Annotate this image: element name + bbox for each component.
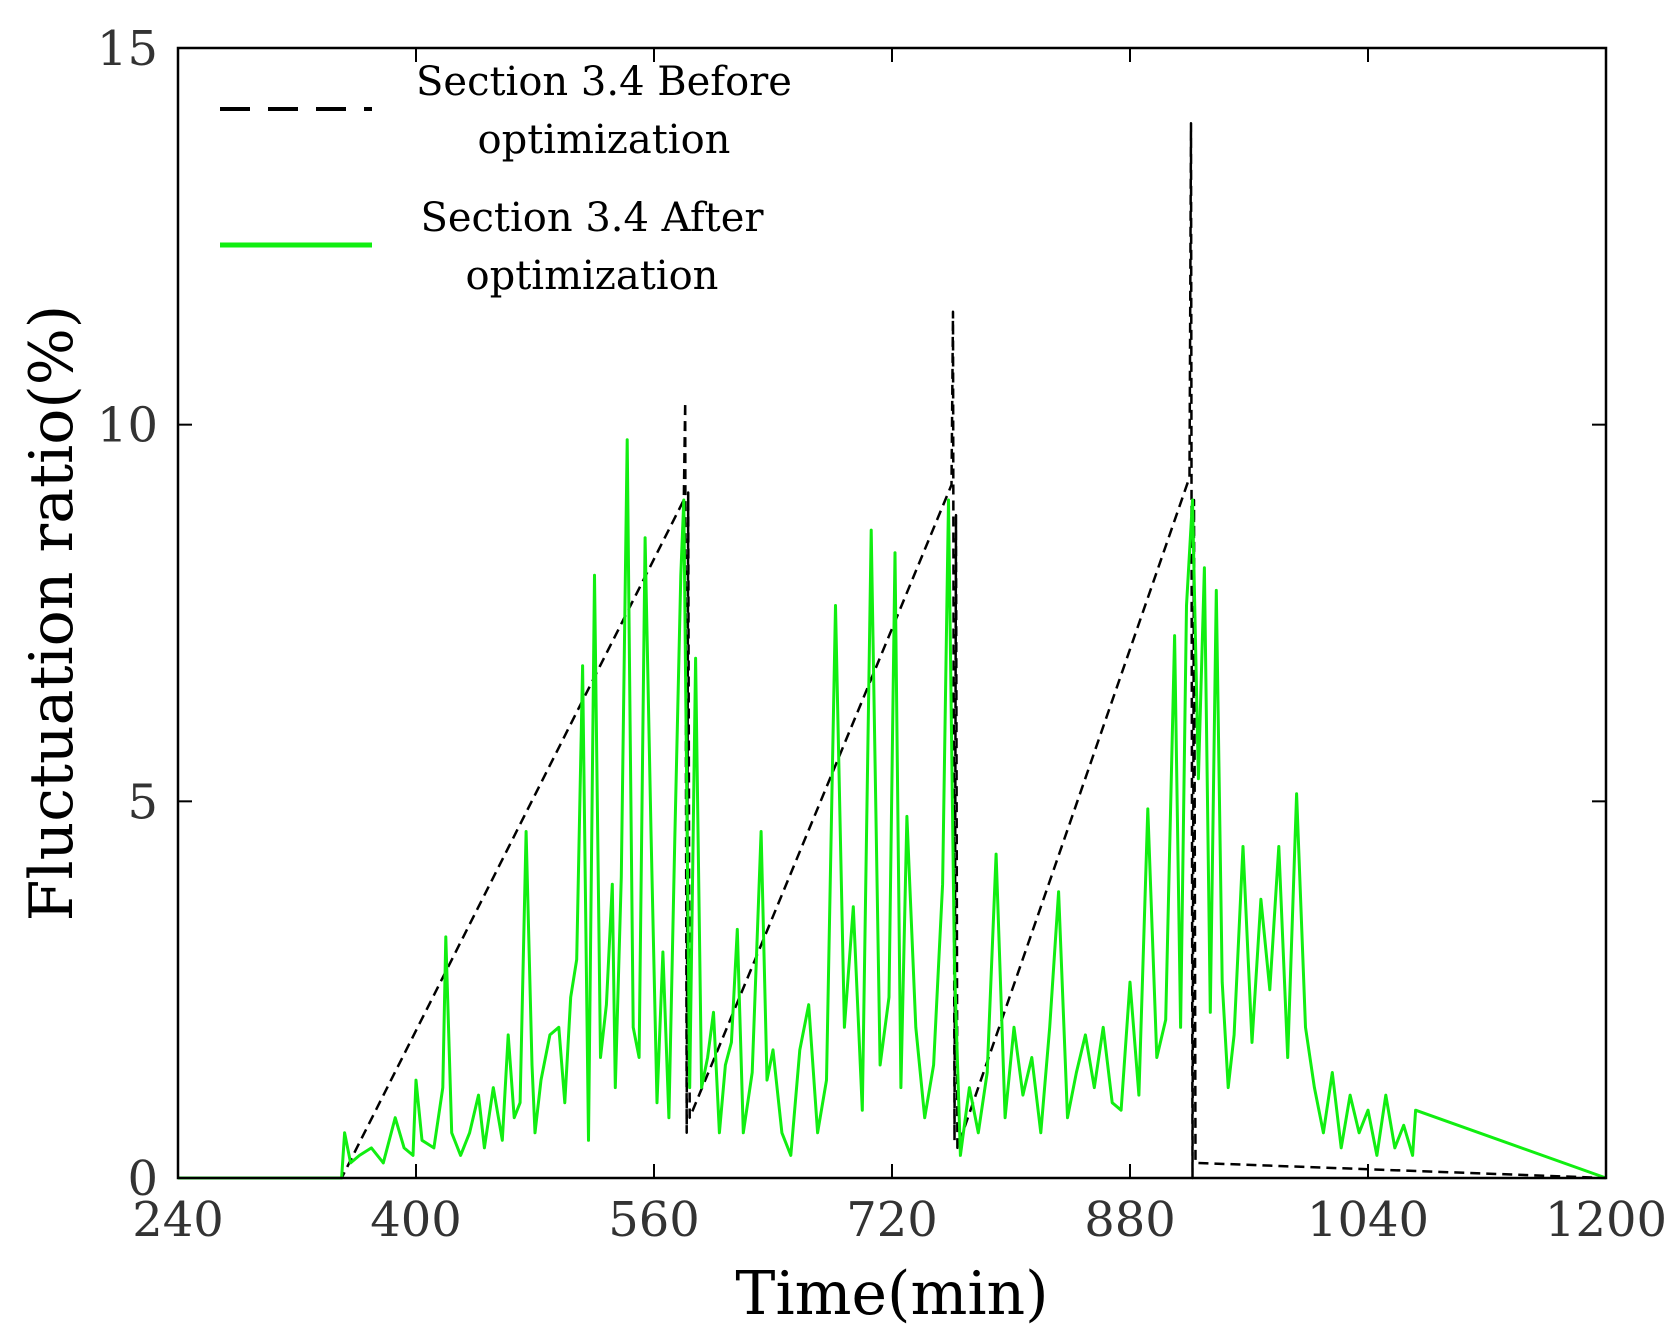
x-tick-label: 880 <box>1084 1192 1176 1248</box>
x-tick-label: 400 <box>370 1192 462 1248</box>
series-line-before-optimization <box>178 122 1607 1180</box>
x-tick-label: 1200 <box>1545 1192 1667 1248</box>
x-tick-label: 1040 <box>1307 1192 1429 1248</box>
legend-label-after-line2: optimization <box>466 253 719 299</box>
legend-label-before-line2: optimization <box>478 117 731 163</box>
y-tick-label: 5 <box>127 774 158 830</box>
legend: Section 3.4 Before optimization Section … <box>220 59 792 299</box>
plot-series-group <box>178 122 1607 1180</box>
x-tick-label: 240 <box>132 1192 224 1248</box>
series-line-after-optimization <box>178 438 1607 1180</box>
y-tick-label: 15 <box>97 21 158 77</box>
legend-label-before-line1: Section 3.4 Before <box>416 59 792 105</box>
y-axis-title: Fluctuation ratio(%) <box>17 305 87 921</box>
x-axis-title: Time(min) <box>735 1259 1048 1329</box>
axis-ticks-group: 240 400 560 720 880 1040 1200 0 5 10 15 <box>97 21 1667 1248</box>
legend-label-after-line1: Section 3.4 After <box>420 195 764 241</box>
y-tick-label: 10 <box>97 398 158 454</box>
y-tick-label: 0 <box>127 1151 158 1207</box>
x-tick-label: 560 <box>608 1192 700 1248</box>
x-tick-label: 720 <box>846 1192 938 1248</box>
